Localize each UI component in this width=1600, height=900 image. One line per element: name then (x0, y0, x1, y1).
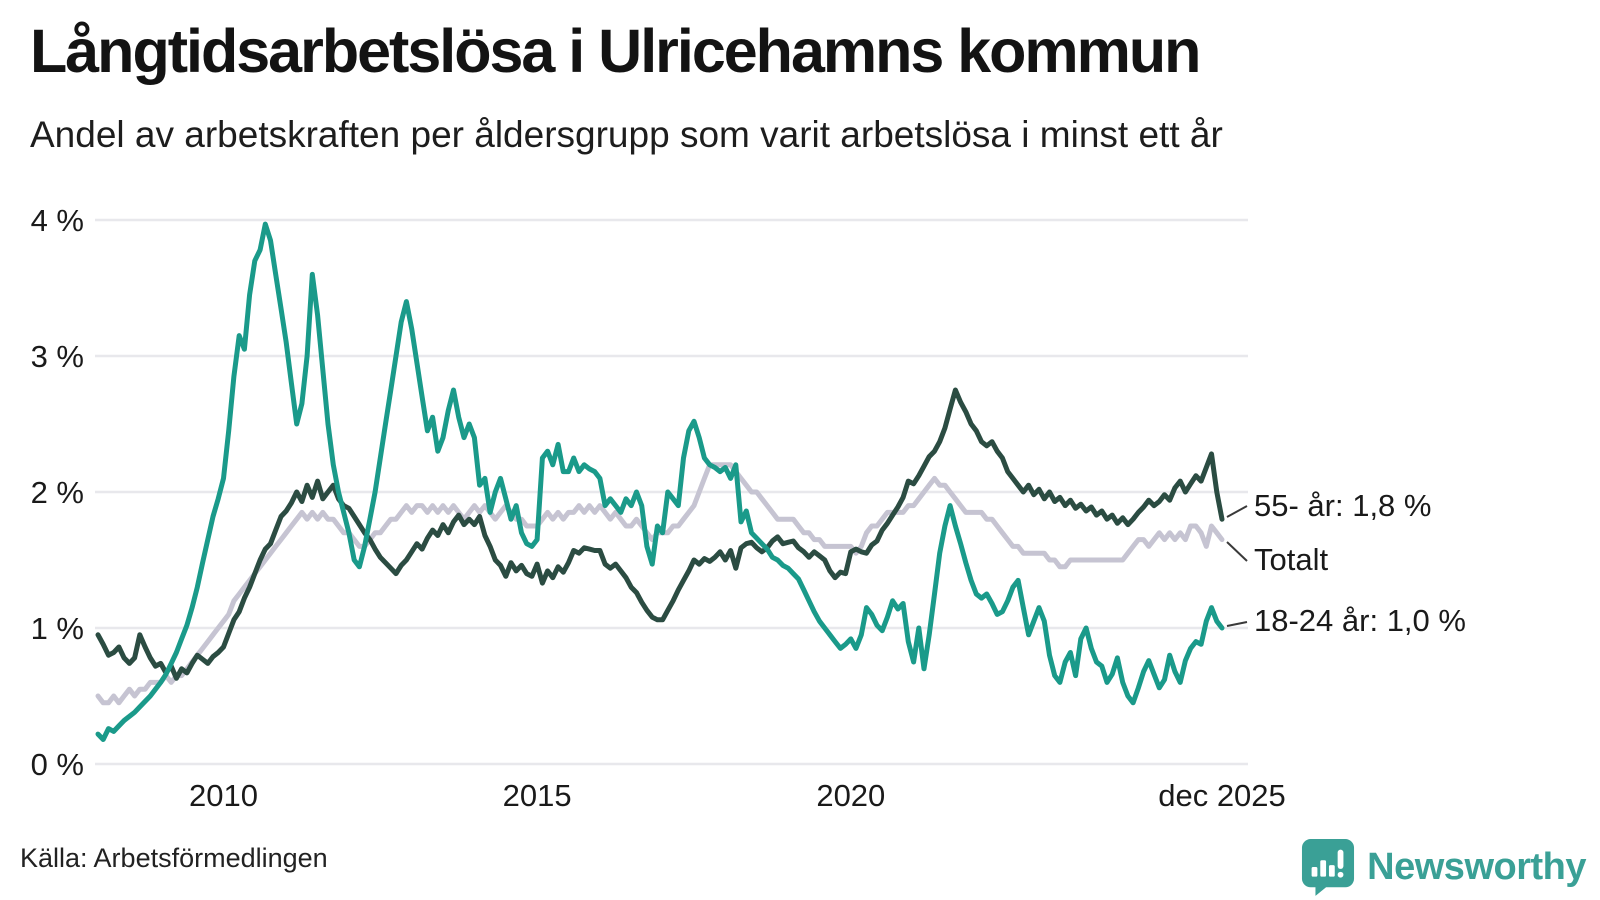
series-line-55-ar (95, 387, 1225, 681)
y-tick-label: 0 % (31, 747, 84, 782)
newsworthy-logo: Newsworthy (1301, 838, 1586, 896)
x-tick-label: 2015 (503, 778, 572, 813)
chart-subtitle: Andel av arbetskraften per åldersgrupp s… (30, 114, 1223, 155)
x-tick-label: 2020 (816, 778, 885, 813)
x-tick-label: dec 2025 (1158, 778, 1286, 813)
chart-title: Långtidsarbetslösa i Ulricehamns kommun (30, 17, 1201, 85)
x-tick-label: 2010 (189, 778, 258, 813)
y-tick-label: 3 % (31, 339, 84, 374)
series-end-label-totalt: Totalt (1254, 542, 1328, 577)
end-label-connector (1226, 621, 1248, 627)
y-tick-label: 1 % (31, 611, 84, 646)
newsworthy-logo-text: Newsworthy (1367, 845, 1586, 888)
y-tick-label: 2 % (31, 475, 84, 510)
bar-icon-3 (1329, 865, 1335, 877)
bar-icon-2 (1320, 860, 1327, 877)
end-label-connector (1226, 505, 1248, 518)
exclamation-icon (1337, 849, 1344, 869)
source-note: Källa: Arbetsförmedlingen (20, 843, 328, 873)
series-line-18-24-ar (95, 221, 1225, 742)
bar-icon-1 (1311, 867, 1318, 877)
series-end-label-18-24-ar: 18-24 år: 1,0 % (1254, 603, 1466, 638)
newsworthy-logo-icon (1302, 839, 1355, 896)
series-end-label-55-ar: 55- år: 1,8 % (1254, 488, 1431, 523)
exclamation-dot (1337, 871, 1344, 878)
y-tick-label: 4 % (31, 203, 84, 238)
end-label-connector (1226, 541, 1248, 562)
speech-bubble-shape (1302, 839, 1355, 896)
